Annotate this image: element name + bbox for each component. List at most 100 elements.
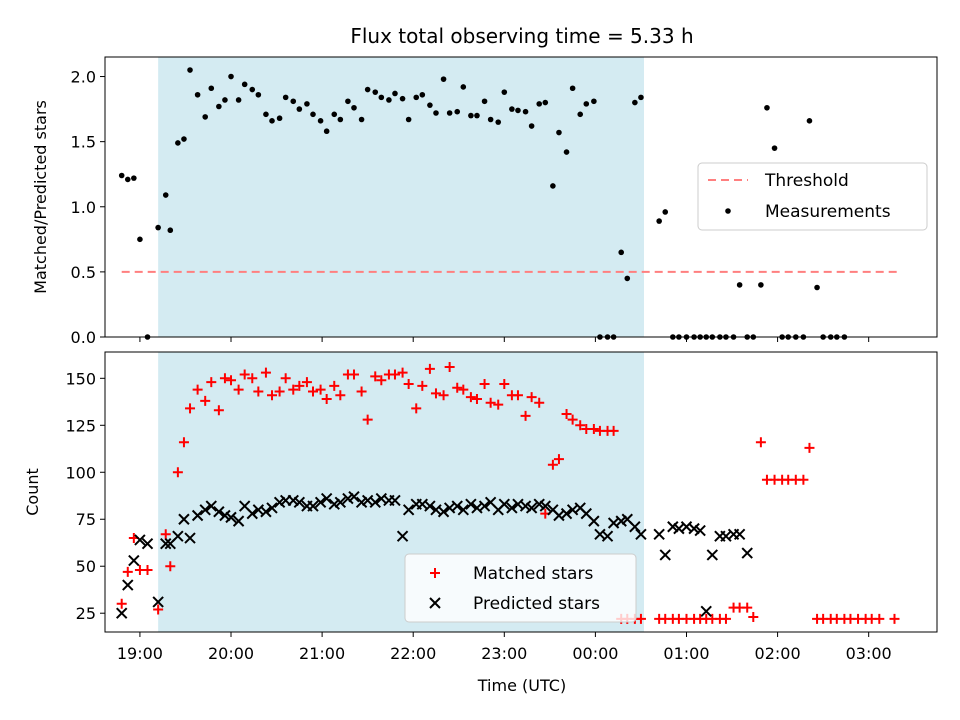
data-point xyxy=(481,98,488,105)
data-point xyxy=(267,390,278,401)
data-point xyxy=(307,500,319,512)
data-point xyxy=(115,607,128,619)
data-point xyxy=(122,579,134,591)
data-point xyxy=(296,106,303,112)
data-point xyxy=(348,369,359,380)
data-point xyxy=(301,377,312,388)
legend-box xyxy=(404,553,637,623)
data-point xyxy=(364,86,371,93)
y-tick-label: 150 xyxy=(65,369,96,388)
data-point xyxy=(222,97,228,103)
data-point xyxy=(178,513,190,525)
data-point xyxy=(290,98,297,105)
x-tick-label: 00:00 xyxy=(572,644,618,663)
data-point xyxy=(213,405,224,416)
data-point xyxy=(216,103,222,110)
data-point xyxy=(567,414,578,425)
data-point xyxy=(331,111,338,118)
data-point xyxy=(694,524,706,537)
data-point xyxy=(141,537,154,550)
data-point xyxy=(583,101,590,107)
data-point xyxy=(405,116,412,123)
data-point xyxy=(191,509,204,522)
data-point xyxy=(397,367,408,378)
series-predicted-stars xyxy=(115,490,753,619)
data-point xyxy=(427,102,433,108)
data-point xyxy=(700,605,712,618)
data-point xyxy=(351,104,357,111)
data-point xyxy=(369,496,381,509)
data-point xyxy=(465,392,476,403)
data-point xyxy=(308,386,318,397)
legend-label: Threshold xyxy=(764,171,849,191)
data-point xyxy=(506,502,518,514)
data-point xyxy=(228,73,234,80)
legend-label: Predicted stars xyxy=(473,594,600,614)
data-point xyxy=(323,128,330,135)
data-point xyxy=(588,515,600,527)
data-point xyxy=(208,85,215,92)
data-point xyxy=(539,500,551,512)
y-tick-label: 2.0 xyxy=(71,68,96,87)
data-point xyxy=(498,498,511,510)
data-point xyxy=(465,498,477,510)
data-point xyxy=(413,94,420,101)
data-point xyxy=(771,145,778,151)
data-point xyxy=(253,386,264,397)
data-point xyxy=(499,378,510,389)
data-point xyxy=(378,94,385,101)
data-point xyxy=(804,442,815,453)
panel-1: 0.0 0.5 1.0 1.5 2.0 Threshold Measurements xyxy=(71,56,938,347)
data-point xyxy=(162,192,169,198)
data-point xyxy=(706,549,719,561)
data-point xyxy=(320,492,333,505)
data-point xyxy=(167,227,174,234)
data-point xyxy=(317,118,324,124)
data-point xyxy=(172,467,183,478)
x-tick-label: 19:00 xyxy=(117,644,163,663)
legend-box xyxy=(697,162,928,231)
data-point xyxy=(263,111,269,118)
series-matched-stars xyxy=(116,362,900,624)
data-point xyxy=(232,515,245,527)
data-point xyxy=(372,89,379,95)
data-point xyxy=(249,86,256,93)
data-point xyxy=(430,388,441,399)
y-tick-label: 100 xyxy=(65,463,96,482)
data-point xyxy=(206,377,217,388)
x-tick-label: 02:00 xyxy=(755,644,801,663)
data-point xyxy=(172,530,184,542)
y-tick-label: 0.5 xyxy=(71,263,96,282)
data-point xyxy=(178,437,189,448)
data-point xyxy=(392,90,398,97)
x-tick-label: 03:00 xyxy=(846,644,892,663)
data-point xyxy=(239,369,250,380)
data-point xyxy=(184,532,196,544)
data-point xyxy=(202,114,209,120)
data-point xyxy=(629,521,641,533)
data-point xyxy=(358,116,365,123)
data-point xyxy=(282,94,289,101)
data-point xyxy=(874,613,885,624)
data-point xyxy=(314,496,327,509)
data-point xyxy=(329,380,340,391)
data-point xyxy=(560,507,573,520)
data-point xyxy=(659,549,671,561)
x-tick-label: 01:00 xyxy=(663,644,709,663)
data-point xyxy=(438,390,449,401)
data-point xyxy=(348,490,360,503)
data-point xyxy=(575,420,586,431)
data-point xyxy=(419,91,426,98)
data-point xyxy=(310,111,316,118)
data-point xyxy=(155,224,161,231)
data-point xyxy=(315,384,326,395)
x-tick-label: 20:00 xyxy=(208,644,254,663)
data-point xyxy=(624,275,631,282)
data-point xyxy=(550,183,556,189)
data-point xyxy=(225,511,237,524)
data-point xyxy=(266,502,278,514)
data-point xyxy=(399,95,406,102)
data-point xyxy=(424,363,435,374)
data-point xyxy=(741,547,753,559)
